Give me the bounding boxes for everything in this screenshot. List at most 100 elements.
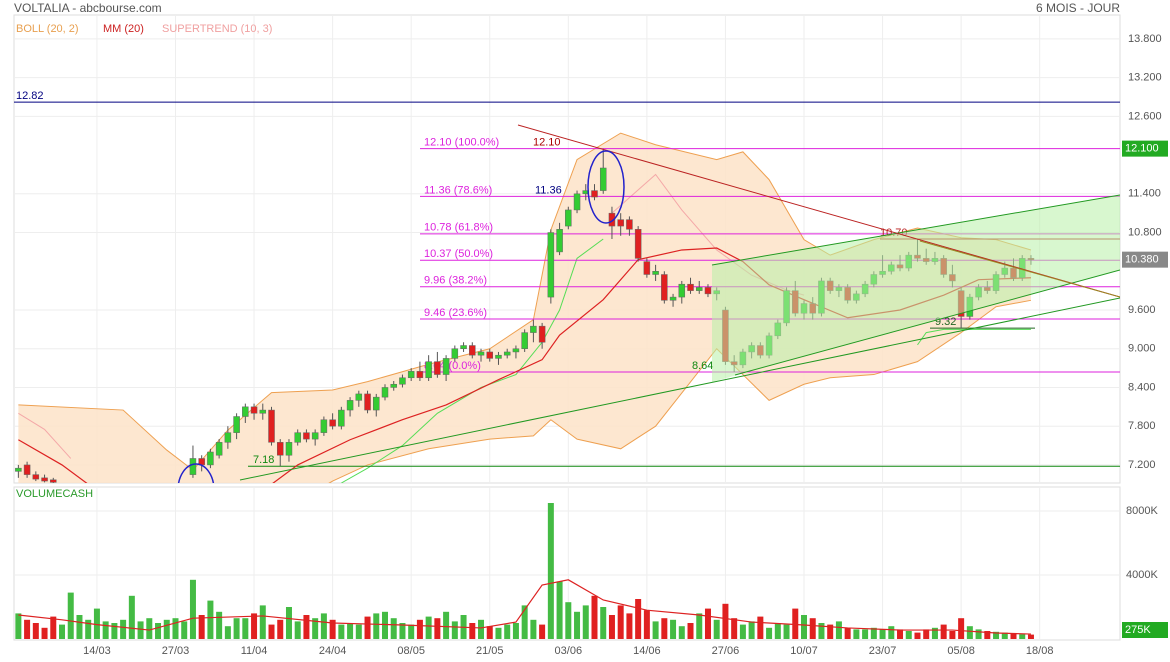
y-tick-label: 7.200 bbox=[1128, 459, 1156, 471]
candle-body bbox=[407, 371, 415, 379]
volume-bar bbox=[338, 624, 345, 639]
channel-lower bbox=[734, 269, 1120, 376]
y-tick-label: 9.600 bbox=[1128, 304, 1156, 316]
volume-bar bbox=[163, 619, 170, 639]
fib-label: 11.36 (78.6%) bbox=[424, 184, 492, 196]
volume-bar bbox=[373, 613, 380, 639]
fib-label: 10.78 (61.8%) bbox=[424, 222, 493, 234]
candle-body bbox=[50, 479, 57, 483]
volume-ma bbox=[18, 579, 1031, 635]
candle-body bbox=[530, 325, 537, 333]
volume-bar bbox=[792, 608, 799, 639]
volume-bar bbox=[93, 608, 100, 639]
volume-bar bbox=[469, 623, 476, 639]
candle-body bbox=[687, 283, 694, 291]
volume-plot bbox=[14, 487, 1120, 639]
volume-bar bbox=[818, 623, 825, 639]
volume-bar bbox=[495, 627, 502, 639]
candle-body bbox=[390, 383, 397, 388]
level-label: 8.64 bbox=[692, 360, 713, 372]
volume-bar bbox=[739, 624, 746, 639]
volume-bar bbox=[347, 623, 354, 639]
volume-bar bbox=[949, 631, 956, 639]
candle-body bbox=[460, 345, 467, 349]
resistance-line bbox=[517, 124, 1120, 298]
volume-bar bbox=[591, 595, 598, 639]
candle-body bbox=[556, 229, 563, 253]
volume-bar bbox=[975, 629, 982, 639]
volume-bar bbox=[251, 613, 258, 639]
volume-bar bbox=[704, 608, 711, 639]
volume-bar bbox=[207, 600, 214, 639]
volume-bar bbox=[76, 615, 83, 639]
candle-body bbox=[381, 387, 389, 398]
x-tick-label: 27/06 bbox=[712, 645, 740, 657]
volume-bar bbox=[853, 629, 860, 639]
candle-body bbox=[538, 325, 546, 343]
volume-bar bbox=[294, 621, 301, 639]
x-tick-label: 18/08 bbox=[1026, 645, 1054, 657]
volume-bar bbox=[547, 503, 554, 639]
volume-bar bbox=[1027, 634, 1034, 639]
candle-body bbox=[41, 477, 48, 482]
candle-body bbox=[15, 467, 22, 472]
candle-body bbox=[469, 345, 476, 356]
candle-body bbox=[320, 419, 328, 433]
volume-bar bbox=[565, 602, 572, 639]
candle-body bbox=[23, 464, 31, 475]
candle-body bbox=[442, 358, 450, 375]
fib-label: 12.10 (100.0%) bbox=[424, 137, 499, 149]
candle-body bbox=[451, 348, 459, 359]
candle-body bbox=[32, 474, 40, 480]
candle-body bbox=[565, 209, 572, 227]
candle-body bbox=[704, 287, 712, 295]
y-tick-label: 8000K bbox=[1126, 505, 1158, 517]
x-tick-label: 14/06 bbox=[633, 645, 661, 657]
volume-bar bbox=[15, 613, 22, 639]
volume-bar bbox=[242, 618, 249, 639]
volume-bar bbox=[774, 623, 781, 639]
candle-body bbox=[224, 432, 232, 443]
channel-fill bbox=[712, 195, 1120, 382]
volume-bar bbox=[530, 619, 537, 639]
volume-bar bbox=[801, 615, 807, 639]
page-title: VOLTALIA - abcbourse.com bbox=[14, 1, 162, 15]
y-tick-label: 13.800 bbox=[1128, 33, 1162, 45]
volume-bar bbox=[888, 626, 895, 639]
volume-bar bbox=[381, 611, 388, 639]
y-tick-label: 7.800 bbox=[1128, 420, 1156, 432]
volume-bar bbox=[102, 621, 109, 639]
candle-body bbox=[294, 432, 301, 443]
trend-line bbox=[919, 240, 1120, 298]
y-tick-label: 4000K bbox=[1126, 569, 1158, 581]
volume-bar bbox=[478, 619, 485, 639]
volume-bar bbox=[731, 618, 738, 639]
drawings bbox=[177, 124, 1120, 483]
volume-bar bbox=[914, 632, 921, 639]
candle-body bbox=[652, 271, 659, 275]
highlight-circle bbox=[587, 150, 625, 224]
volume-bar bbox=[268, 624, 275, 639]
volume-bar bbox=[198, 615, 205, 639]
candle-body bbox=[608, 212, 616, 227]
volume-bar bbox=[574, 611, 581, 639]
volume-bar bbox=[355, 624, 362, 639]
candle-body bbox=[207, 451, 214, 466]
volume-bar bbox=[24, 619, 31, 639]
volume-bar bbox=[67, 592, 74, 639]
price-badge bbox=[1122, 140, 1168, 157]
volume-bar bbox=[390, 618, 397, 639]
y-tick-label: 8.400 bbox=[1128, 381, 1156, 393]
volume-bar bbox=[259, 605, 266, 639]
volume-bar bbox=[451, 621, 458, 639]
volume-bar bbox=[172, 618, 179, 639]
candle-body bbox=[276, 442, 284, 456]
candle-body bbox=[233, 416, 240, 433]
candle-body bbox=[634, 229, 642, 259]
candle-body bbox=[486, 351, 493, 359]
volume-bar bbox=[608, 615, 615, 639]
volume-bar bbox=[128, 595, 135, 639]
candle-body bbox=[591, 190, 598, 198]
volume-bar bbox=[181, 621, 188, 639]
volume-bar bbox=[312, 618, 319, 639]
